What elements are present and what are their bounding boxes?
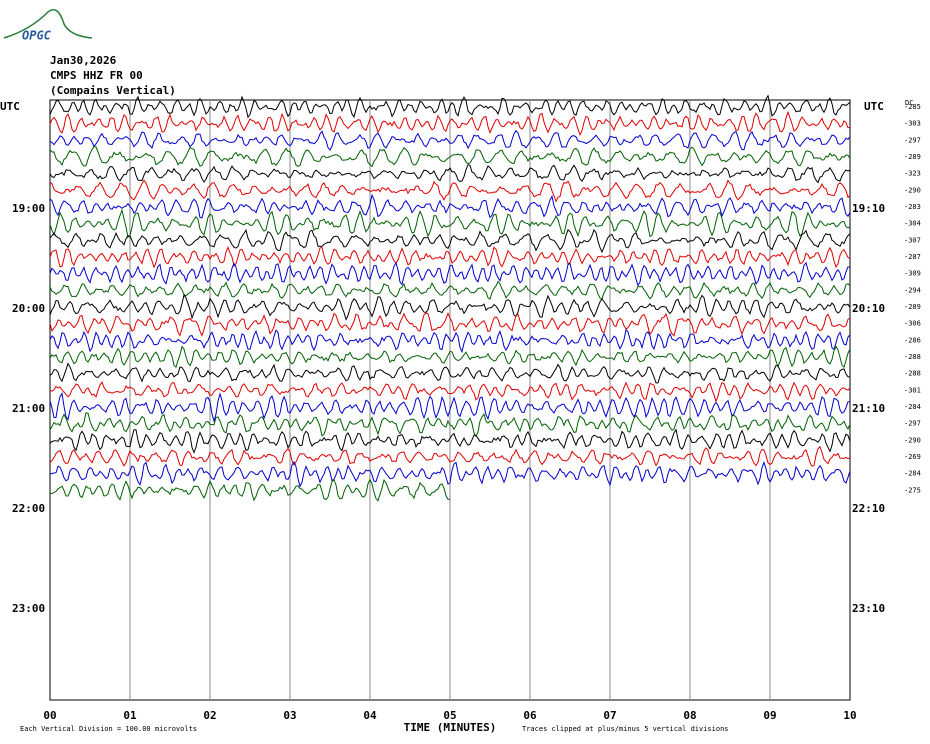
- trace: [49, 261, 851, 287]
- x-tick-label: 09: [763, 709, 776, 722]
- date: Jan30,2026: [50, 54, 117, 67]
- left-time-label: 23:00: [12, 602, 45, 615]
- x-tick-label: 00: [43, 709, 56, 722]
- logo-curve: [3, 9, 93, 39]
- x-tick-label: 02: [203, 709, 216, 722]
- trace: [49, 228, 851, 254]
- x-tick-label: 08: [683, 709, 696, 722]
- dc-offset: -297: [904, 420, 921, 428]
- trace: [49, 362, 851, 384]
- left-time-label: 19:00: [12, 202, 45, 215]
- x-tick-label: 07: [603, 709, 616, 722]
- trace: [49, 146, 851, 168]
- x-tick-label: 03: [283, 709, 296, 722]
- trace: [49, 478, 451, 502]
- dc-offset: -288: [904, 370, 921, 378]
- trace: [49, 193, 851, 219]
- dc-offset: -290: [904, 186, 921, 194]
- x-tick-label: 05: [443, 709, 456, 722]
- logo: OPGC: [22, 29, 52, 43]
- trace: [49, 328, 851, 354]
- left-time-label: 22:00: [12, 502, 45, 515]
- dc-offset: -301: [904, 386, 921, 394]
- dc-offset: -297: [904, 136, 921, 144]
- trace: [49, 179, 851, 203]
- right-time-label: 21:10: [852, 402, 885, 415]
- trace: [49, 381, 851, 403]
- dc-offset: -288: [904, 353, 921, 361]
- clip-note: Traces clipped at plus/minus 5 vertical …: [522, 725, 729, 733]
- dc-offset: -289: [904, 153, 921, 161]
- trace: [49, 129, 851, 151]
- trace: [49, 246, 851, 269]
- left-time-label: 20:00: [12, 302, 45, 315]
- dc-offset: -309: [904, 270, 921, 278]
- dc-offset: -323: [904, 170, 921, 178]
- trace: [49, 280, 851, 300]
- trace: [49, 208, 851, 239]
- dc-label: DC: [905, 99, 913, 107]
- right-time-label: 20:10: [852, 302, 885, 315]
- x-tick-label: 10: [843, 709, 856, 722]
- x-tick-label: 04: [363, 709, 377, 722]
- trace: [49, 428, 851, 454]
- trace: [49, 312, 851, 337]
- dc-offset: -286: [904, 336, 921, 344]
- dc-offset: -284: [904, 403, 921, 411]
- dc-offset: -284: [904, 470, 921, 478]
- trace: [49, 345, 851, 369]
- right-time-label: UTC: [864, 100, 884, 113]
- right-time-label: 19:10: [852, 202, 885, 215]
- station: CMPS HHZ FR 00: [50, 69, 143, 82]
- dc-offset: -306: [904, 320, 921, 328]
- x-tick-label: 06: [523, 709, 537, 722]
- trace: [49, 460, 851, 488]
- x-tick-label: 01: [123, 709, 137, 722]
- right-time-label: 23:10: [852, 602, 885, 615]
- dc-offset: -304: [904, 220, 921, 228]
- dc-offset: -294: [904, 286, 921, 294]
- dc-offset: -303: [904, 120, 921, 128]
- dc-offset: -307: [904, 236, 921, 244]
- dc-offset: -283: [904, 203, 921, 211]
- scale-note: Each Vertical Division = 100.00 microvol…: [20, 725, 197, 733]
- dc-offset: -290: [904, 436, 921, 444]
- trace: [49, 412, 851, 438]
- component: (Compains Vertical): [50, 84, 176, 97]
- right-time-label: 22:10: [852, 502, 885, 515]
- trace: [49, 110, 851, 137]
- dc-offset: -269: [904, 453, 921, 461]
- trace: [49, 94, 851, 119]
- dc-offset: -285: [904, 103, 921, 111]
- dc-offset: -289: [904, 303, 921, 311]
- left-time-label: UTC: [0, 100, 20, 113]
- trace: [49, 445, 851, 467]
- trace: [49, 391, 851, 423]
- dc-offset: -275: [904, 486, 921, 494]
- trace: [49, 164, 851, 184]
- left-time-label: 21:00: [12, 402, 45, 415]
- trace: [49, 293, 851, 321]
- x-axis-title: TIME (MINUTES): [404, 721, 497, 734]
- dc-offset: -287: [904, 253, 921, 261]
